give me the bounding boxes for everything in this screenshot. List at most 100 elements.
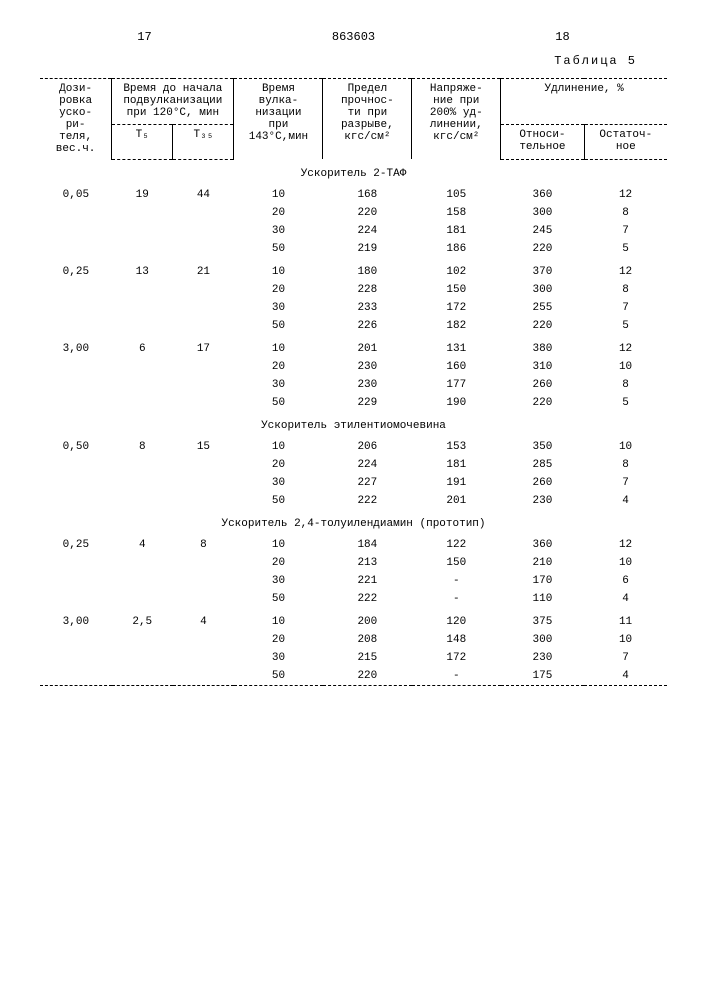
cell: 20 <box>234 281 323 299</box>
cell <box>40 281 112 299</box>
cell <box>112 394 173 412</box>
cell: 105 <box>412 186 501 204</box>
cell: 224 <box>323 456 412 474</box>
cell: 4 <box>584 590 667 608</box>
table-row: 0,508151020615335010 <box>40 438 667 456</box>
header-row: 17 863603 18 <box>40 30 667 44</box>
cell: 10 <box>234 536 323 554</box>
cell: 4 <box>173 608 234 631</box>
cell <box>40 492 112 510</box>
cell: 50 <box>234 394 323 412</box>
cell: 222 <box>323 492 412 510</box>
cell: 224 <box>323 222 412 240</box>
cell: 153 <box>412 438 501 456</box>
cell <box>112 492 173 510</box>
cell: 8 <box>584 204 667 222</box>
col-rel: Относи-тельное <box>501 125 584 159</box>
cell: 150 <box>412 554 501 572</box>
cell: 0,50 <box>40 438 112 456</box>
cell <box>173 572 234 590</box>
cell <box>173 376 234 394</box>
table-row: 302241812457 <box>40 222 667 240</box>
section-title-text: Ускоритель этилентиомочевина <box>40 412 667 438</box>
page-left: 17 <box>40 30 249 44</box>
cell: 200 <box>323 608 412 631</box>
table-row: 202241812858 <box>40 456 667 474</box>
cell: 4 <box>584 667 667 686</box>
cell: 220 <box>501 394 584 412</box>
cell <box>173 492 234 510</box>
cell: 50 <box>234 492 323 510</box>
cell <box>40 240 112 258</box>
cell: 260 <box>501 376 584 394</box>
cell: 19 <box>112 186 173 204</box>
cell <box>112 649 173 667</box>
cell: 350 <box>501 438 584 456</box>
table-row: 502191862205 <box>40 240 667 258</box>
cell <box>173 299 234 317</box>
col-t5: Т₅ <box>112 125 173 159</box>
cell <box>112 631 173 649</box>
table-row: 302271912607 <box>40 474 667 492</box>
cell: 181 <box>412 222 501 240</box>
cell: 208 <box>323 631 412 649</box>
col-dose: Дози-ровкауско-ри-теля,вес.ч. <box>40 79 112 160</box>
cell: 110 <box>501 590 584 608</box>
table-row: 2023016031010 <box>40 358 667 376</box>
cell: 6 <box>584 572 667 590</box>
cell <box>112 376 173 394</box>
cell: 230 <box>501 492 584 510</box>
cell: 260 <box>501 474 584 492</box>
cell: 255 <box>501 299 584 317</box>
doc-number: 863603 <box>249 30 458 44</box>
cell: 221 <box>323 572 412 590</box>
cell <box>112 317 173 335</box>
cell <box>40 572 112 590</box>
cell <box>40 222 112 240</box>
cell: 300 <box>501 204 584 222</box>
cell: 10 <box>234 258 323 281</box>
cell: 8 <box>173 536 234 554</box>
cell <box>173 474 234 492</box>
cell <box>40 317 112 335</box>
col-t35: Т₃₅ <box>173 125 234 159</box>
cell: 50 <box>234 317 323 335</box>
cell <box>112 204 173 222</box>
cell: 213 <box>323 554 412 572</box>
cell: - <box>412 667 501 686</box>
cell: 12 <box>584 186 667 204</box>
cell: - <box>412 590 501 608</box>
section-title: Ускоритель 2,4-толуилендиамин (прототип) <box>40 510 667 536</box>
cell: 10 <box>234 608 323 631</box>
cell: 20 <box>234 358 323 376</box>
cell: 30 <box>234 649 323 667</box>
table-row: 3,006171020113138012 <box>40 335 667 358</box>
cell: 168 <box>323 186 412 204</box>
cell: 158 <box>412 204 501 222</box>
cell: 8 <box>584 376 667 394</box>
cell: 175 <box>501 667 584 686</box>
cell: 8 <box>584 281 667 299</box>
cell: 50 <box>234 590 323 608</box>
cell <box>173 394 234 412</box>
cell <box>112 358 173 376</box>
cell: 310 <box>501 358 584 376</box>
cell <box>173 649 234 667</box>
cell <box>112 240 173 258</box>
cell <box>173 554 234 572</box>
cell <box>112 590 173 608</box>
cell: 30 <box>234 222 323 240</box>
cell: 360 <box>501 186 584 204</box>
cell: 8 <box>584 456 667 474</box>
table-row: 2021315021010 <box>40 554 667 572</box>
col-prevulc: Время до началаподвулканизациипри 120°С,… <box>112 79 234 125</box>
cell: 177 <box>412 376 501 394</box>
cell: 226 <box>323 317 412 335</box>
cell <box>173 204 234 222</box>
cell: 102 <box>412 258 501 281</box>
cell: 201 <box>412 492 501 510</box>
cell <box>173 317 234 335</box>
cell: 122 <box>412 536 501 554</box>
cell: 300 <box>501 281 584 299</box>
cell <box>173 456 234 474</box>
